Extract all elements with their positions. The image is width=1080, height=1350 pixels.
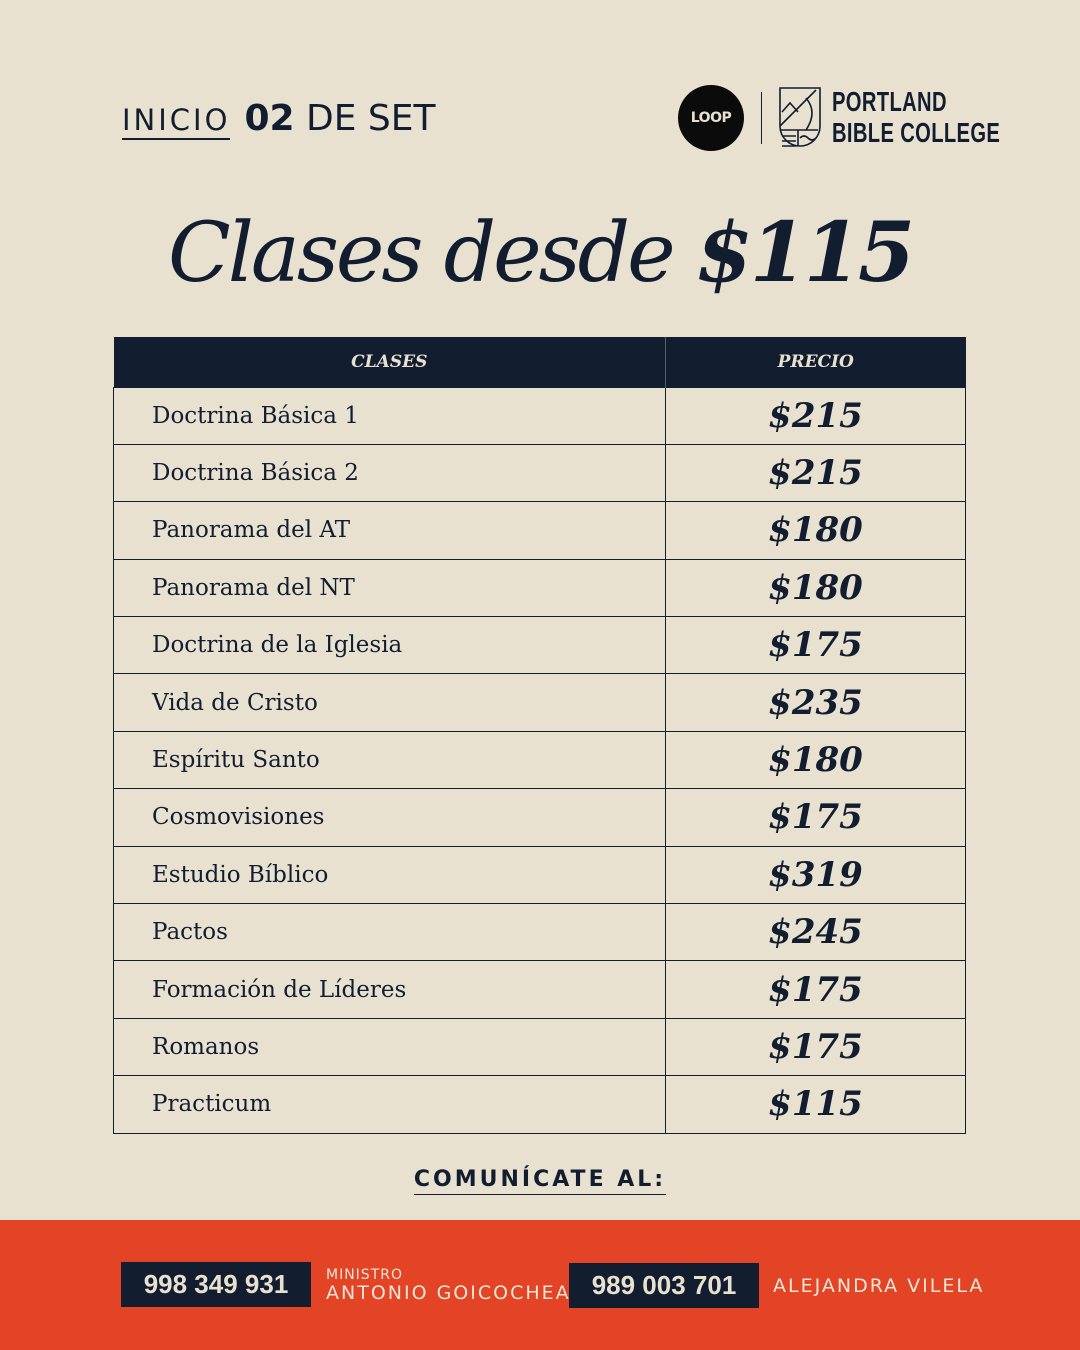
class-price: $180: [665, 558, 966, 618]
class-price: $175: [665, 1017, 966, 1077]
class-name: Panorama del AT: [113, 501, 666, 560]
class-name: Romanos: [113, 1017, 666, 1077]
table-row: Espíritu Santo $180: [113, 730, 966, 790]
class-name: Doctrina Básica 1: [113, 386, 666, 445]
table-row: Panorama del AT $180: [113, 501, 966, 560]
class-price: $215: [665, 443, 966, 503]
class-name: Formación de Líderes: [113, 960, 666, 1019]
college-name-line2: BIBLE COLLEGE: [832, 117, 1001, 148]
start-label: INICIO: [122, 103, 231, 140]
contact-label: COMUNÍCATE AL:: [0, 1167, 1080, 1195]
loop-logo: LOOP: [678, 85, 744, 151]
date: 02 DE SET: [244, 98, 435, 139]
class-name: Practicum: [113, 1075, 666, 1134]
footer-band: 998 349 931 MINISTRO ANTONIO GOICOCHEA 9…: [0, 1220, 1080, 1350]
college-name-line1: PORTLAND: [832, 86, 947, 117]
class-price: $180: [665, 501, 966, 560]
class-price: $245: [665, 903, 966, 962]
column-header-price: PRECIO: [665, 337, 966, 387]
college-name: PORTLAND BIBLE COLLEGE: [832, 86, 1000, 148]
column-header-classes: CLASES: [113, 337, 666, 387]
class-name: Panorama del NT: [113, 558, 666, 618]
headline-text: Clases desde: [167, 206, 676, 301]
start-date: INICIO 02 DE SET: [122, 98, 436, 140]
class-name: Cosmovisiones: [113, 788, 666, 847]
date-month: DE SET: [306, 98, 436, 139]
table-row: Doctrina de la Iglesia $175: [113, 616, 966, 675]
table-row: Doctrina Básica 1 $215: [113, 386, 966, 445]
table-row: Practicum $115: [113, 1075, 966, 1134]
class-name: Vida de Cristo: [113, 673, 666, 732]
headline: Clases desde $115: [0, 205, 1080, 301]
price-table: CLASES PRECIO Doctrina Básica 1 $215 Doctr…: [113, 337, 966, 1134]
date-number: 02: [244, 98, 295, 139]
table-row: Panorama del NT $180: [113, 558, 966, 618]
phone-number[interactable]: 998 349 931: [121, 1262, 311, 1307]
class-price: $175: [665, 960, 966, 1019]
class-name: Doctrina Básica 2: [113, 443, 666, 503]
table-row: Pactos $245: [113, 903, 966, 962]
table-row: Romanos $175: [113, 1017, 966, 1077]
logo-divider: [761, 92, 762, 144]
class-name: Doctrina de la Iglesia: [113, 616, 666, 675]
headline-price: $115: [695, 205, 915, 301]
table-row: Formación de Líderes $175: [113, 960, 966, 1019]
class-price: $319: [665, 845, 966, 905]
class-price: $175: [665, 788, 966, 847]
class-price: $180: [665, 730, 966, 790]
phone-number[interactable]: 989 003 701: [569, 1263, 759, 1308]
class-price: $115: [665, 1075, 966, 1134]
class-price: $235: [665, 673, 966, 732]
contact-name: ALEJANDRA VILELA: [773, 1275, 985, 1297]
college-crest-icon: [779, 87, 821, 147]
contact-name: ANTONIO GOICOCHEA: [326, 1282, 571, 1304]
class-name: Estudio Bíblico: [113, 845, 666, 905]
table-row: Cosmovisiones $175: [113, 788, 966, 847]
class-price: $215: [665, 386, 966, 445]
class-name: Espíritu Santo: [113, 730, 666, 790]
contact-label-text: COMUNÍCATE AL:: [413, 1167, 667, 1195]
table-row: Vida de Cristo $235: [113, 673, 966, 732]
class-price: $175: [665, 616, 966, 675]
table-row: Doctrina Básica 2 $215: [113, 443, 966, 503]
class-name: Pactos: [113, 903, 666, 962]
contact-title: MINISTRO: [326, 1267, 403, 1283]
table-row: Estudio Bíblico $319: [113, 845, 966, 905]
